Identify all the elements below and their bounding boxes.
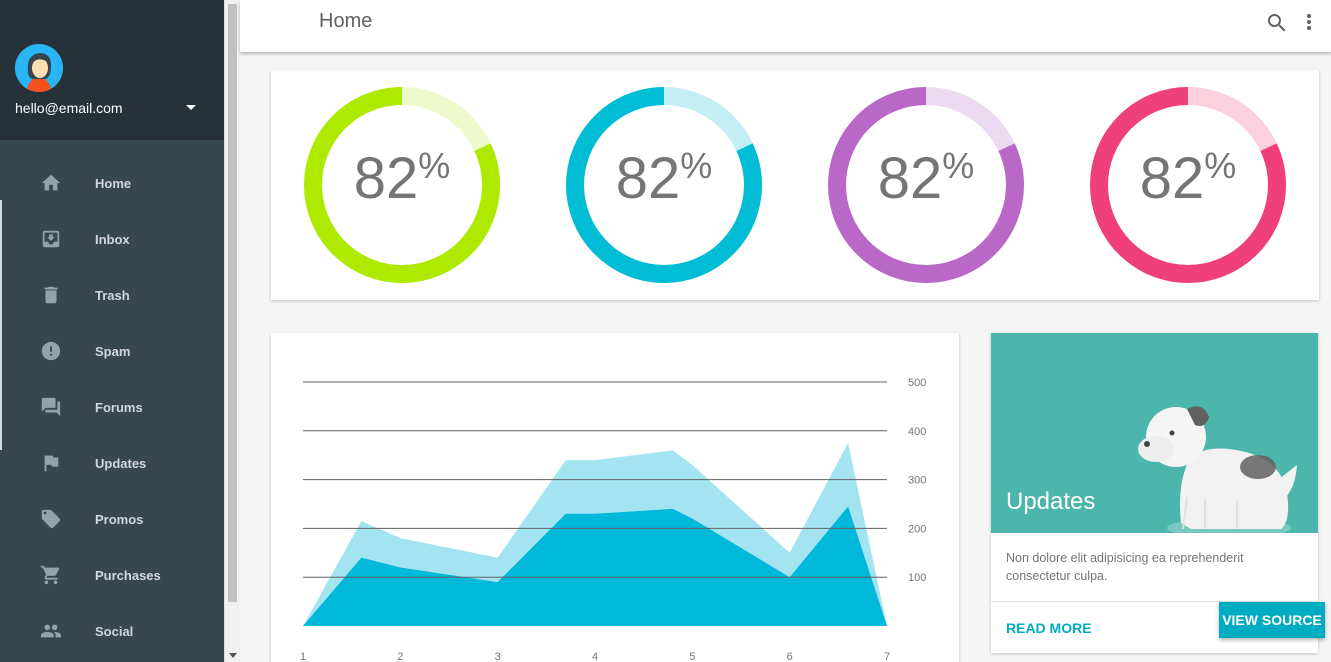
donut-chart-1: 82% — [304, 87, 500, 283]
updates-text: Non dolore elit adipisicing ea reprehend… — [1006, 551, 1244, 583]
nav-item-label: Social — [95, 624, 134, 639]
donut-unit: % — [418, 145, 451, 186]
view-source-button[interactable]: VIEW SOURCE — [1219, 602, 1325, 638]
donut-unit: % — [1204, 145, 1237, 186]
donut-unit: % — [942, 145, 975, 186]
scroll-down-arrow-icon[interactable] — [229, 653, 237, 658]
navigation-drawer: hello@email.com Home Inbox Trash Spam Fo… — [0, 0, 224, 662]
x-tick-label: 4 — [592, 651, 598, 662]
drawer-header: hello@email.com — [0, 0, 224, 140]
y-tick-label: 100 — [908, 572, 926, 584]
area-series-2 — [303, 506, 887, 626]
drawer-nav: Home Inbox Trash Spam Forums Updates Pro… — [0, 156, 224, 660]
donut-value: 82% — [304, 145, 500, 212]
tag-icon — [41, 509, 61, 529]
nav-item-home[interactable]: Home — [0, 156, 224, 212]
x-tick-label: 3 — [495, 651, 501, 662]
donut-ring — [304, 87, 500, 283]
nav-item-trash[interactable]: Trash — [0, 268, 224, 324]
x-tick-label: 6 — [787, 651, 793, 662]
spam-icon — [41, 341, 61, 361]
nav-item-social[interactable]: Social — [0, 604, 224, 660]
donut-chart-3: 82% — [828, 87, 1024, 283]
nav-item-label: Forums — [95, 400, 143, 415]
nav-item-label: Updates — [95, 456, 147, 471]
stats-card: 82% 82% 82% 82% — [271, 70, 1319, 300]
nav-item-spam[interactable]: Spam — [0, 324, 224, 380]
updates-title: Updates — [1006, 488, 1096, 515]
drawer-email: hello@email.com — [15, 100, 123, 116]
search-icon[interactable] — [1265, 11, 1289, 35]
nav-item-label: Home — [95, 176, 132, 191]
page-title: Home — [319, 10, 373, 32]
drawer-edge — [0, 200, 2, 450]
forum-icon — [41, 397, 61, 417]
donut-chart-2: 82% — [566, 87, 762, 283]
donut-progress — [304, 87, 500, 283]
x-tick-label: 2 — [397, 651, 403, 662]
nav-item-purchases[interactable]: Purchases — [0, 548, 224, 604]
nav-item-label: Promos — [95, 512, 144, 527]
area-chart-card: 100 200 300 400 500 1 2 3 4 5 6 7 — [271, 333, 959, 662]
y-tick-label: 400 — [908, 426, 926, 438]
avatar[interactable] — [15, 44, 63, 92]
updates-card: Updates Non dolore elit adipisicing ea r… — [991, 333, 1318, 653]
home-icon — [41, 174, 61, 191]
donut-value: 82% — [566, 145, 762, 212]
drawer-scrollbar[interactable] — [224, 0, 240, 662]
nav-item-label: Trash — [95, 288, 130, 303]
nav-item-label: Inbox — [95, 232, 130, 247]
donut-number: 82 — [353, 146, 419, 211]
area-chart: 100 200 300 400 500 1 2 3 4 5 6 7 — [300, 377, 926, 662]
donut-progress — [1090, 87, 1286, 283]
nav-item-label: Spam — [95, 344, 131, 359]
donut-progress — [566, 87, 762, 283]
donut-value: 82% — [1090, 145, 1286, 212]
donut-value: 82% — [828, 145, 1024, 212]
app-header: Home — [240, 0, 1331, 52]
dog-illustration — [1138, 406, 1297, 533]
account-dropdown-icon[interactable] — [186, 105, 196, 110]
card-divider — [991, 601, 1318, 602]
read-more-button[interactable]: READ MORE — [1006, 620, 1092, 636]
donut-chart-4: 82% — [1090, 87, 1286, 283]
x-tick-label: 5 — [689, 651, 695, 662]
x-tick-label: 1 — [300, 651, 306, 662]
y-tick-label: 200 — [908, 523, 926, 535]
nav-item-updates[interactable]: Updates — [0, 436, 224, 492]
avatar-image — [15, 44, 63, 92]
cart-icon — [40, 565, 60, 585]
donut-number: 82 — [877, 146, 943, 211]
more-vert-icon[interactable] — [1302, 11, 1316, 35]
y-tick-label: 300 — [908, 475, 926, 487]
nav-item-forums[interactable]: Forums — [0, 380, 224, 436]
donut-ring — [566, 87, 762, 283]
nav-item-label: Purchases — [95, 568, 161, 583]
trash-icon — [44, 286, 58, 304]
x-tick-label: 7 — [884, 651, 890, 662]
donut-number: 82 — [615, 146, 681, 211]
inbox-icon — [42, 230, 60, 248]
flag-icon — [44, 455, 59, 472]
donut-ring — [828, 87, 1024, 283]
donut-ring — [1090, 87, 1286, 283]
y-tick-label: 500 — [908, 377, 926, 389]
people-icon — [40, 624, 62, 638]
nav-item-inbox[interactable]: Inbox — [0, 212, 224, 268]
donut-progress — [828, 87, 1024, 283]
nav-item-promos[interactable]: Promos — [0, 492, 224, 548]
donut-number: 82 — [1139, 146, 1205, 211]
updates-hero: Updates — [991, 333, 1318, 533]
donut-unit: % — [680, 145, 713, 186]
scrollbar-thumb[interactable] — [228, 4, 237, 602]
